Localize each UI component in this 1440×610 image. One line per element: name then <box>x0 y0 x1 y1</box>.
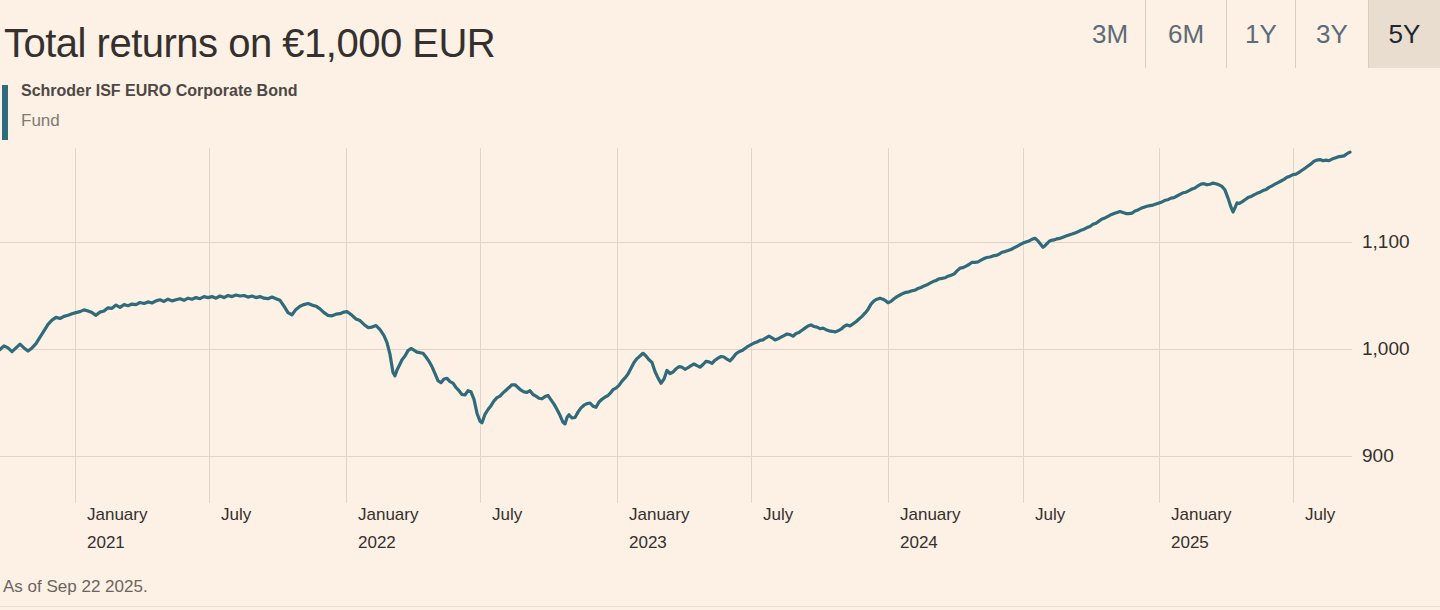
x-axis-year-label: 2025 <box>1171 533 1209 553</box>
x-axis-month-label: July <box>1035 505 1065 525</box>
x-axis-month-label: January <box>87 505 147 525</box>
x-axis-month-label: January <box>900 505 960 525</box>
x-axis-month-label: July <box>221 505 251 525</box>
bottom-divider <box>0 606 1440 607</box>
x-axis-month-label: July <box>492 505 522 525</box>
x-axis-year-label: 2021 <box>87 533 125 553</box>
x-axis-month-label: July <box>763 505 793 525</box>
x-axis-year-label: 2022 <box>358 533 396 553</box>
y-axis-label-1100: 1,100 <box>1362 231 1410 253</box>
chart-page: Total returns on €1,000 EUR Schroder ISF… <box>0 0 1440 610</box>
x-axis-month-label: January <box>1171 505 1231 525</box>
x-axis-month-label: January <box>358 505 418 525</box>
series-line <box>0 152 1350 424</box>
x-axis-month-label: January <box>629 505 689 525</box>
x-axis-year-label: 2023 <box>629 533 667 553</box>
x-axis-year-label: 2024 <box>900 533 938 553</box>
as-of-note: As of Sep 22 2025. <box>3 577 148 597</box>
y-axis-label-900: 900 <box>1362 445 1394 467</box>
x-axis-month-label: July <box>1305 505 1335 525</box>
y-axis-label-1000: 1,000 <box>1362 338 1410 360</box>
